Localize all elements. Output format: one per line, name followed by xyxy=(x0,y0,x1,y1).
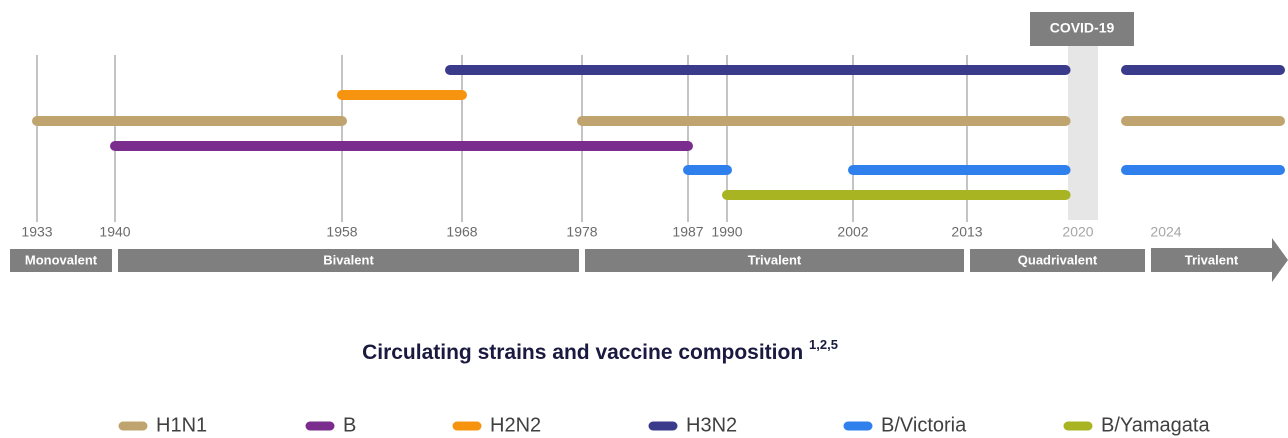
x-tick-label: 1990 xyxy=(711,224,742,240)
x-tick-label: 1933 xyxy=(21,224,52,240)
covid-label: COVID-19 xyxy=(1050,20,1115,36)
legend-label: B/Yamagata xyxy=(1101,414,1210,436)
legend-label: B/Victoria xyxy=(881,414,967,436)
x-tick-label: 1968 xyxy=(446,224,477,240)
band-label: Trivalent xyxy=(1185,252,1239,267)
covid-column xyxy=(1068,45,1098,220)
title-text: Circulating strains and vaccine composit… xyxy=(362,341,803,364)
x-tick-label: 1978 xyxy=(566,224,597,240)
band-label: Quadrivalent xyxy=(1018,252,1098,267)
band xyxy=(118,249,579,272)
x-tick-label: 1940 xyxy=(99,224,130,240)
band-label: Monovalent xyxy=(25,252,98,267)
x-tick-label: 2024 xyxy=(1150,224,1181,240)
band xyxy=(970,249,1145,272)
band-label: Bivalent xyxy=(323,252,374,267)
legend-label: H1N1 xyxy=(156,414,207,436)
x-tick-label: 1987 xyxy=(672,224,703,240)
legend-label: H2N2 xyxy=(490,414,541,436)
band xyxy=(585,249,964,272)
x-tick-label: 2013 xyxy=(951,224,982,240)
band-label: Trivalent xyxy=(748,252,802,267)
band-arrow xyxy=(1151,238,1288,282)
x-tick-label: 2002 xyxy=(837,224,868,240)
covid-box xyxy=(1030,12,1134,46)
x-tick-label: 1958 xyxy=(326,224,357,240)
x-tick-label: 2020 xyxy=(1062,224,1093,240)
title-superscript: 1,2,5 xyxy=(809,337,838,352)
chart-title: Circulating strains and vaccine composit… xyxy=(362,337,838,363)
band xyxy=(10,249,112,272)
legend-label: H3N2 xyxy=(686,414,737,436)
legend-label: B xyxy=(343,414,356,436)
